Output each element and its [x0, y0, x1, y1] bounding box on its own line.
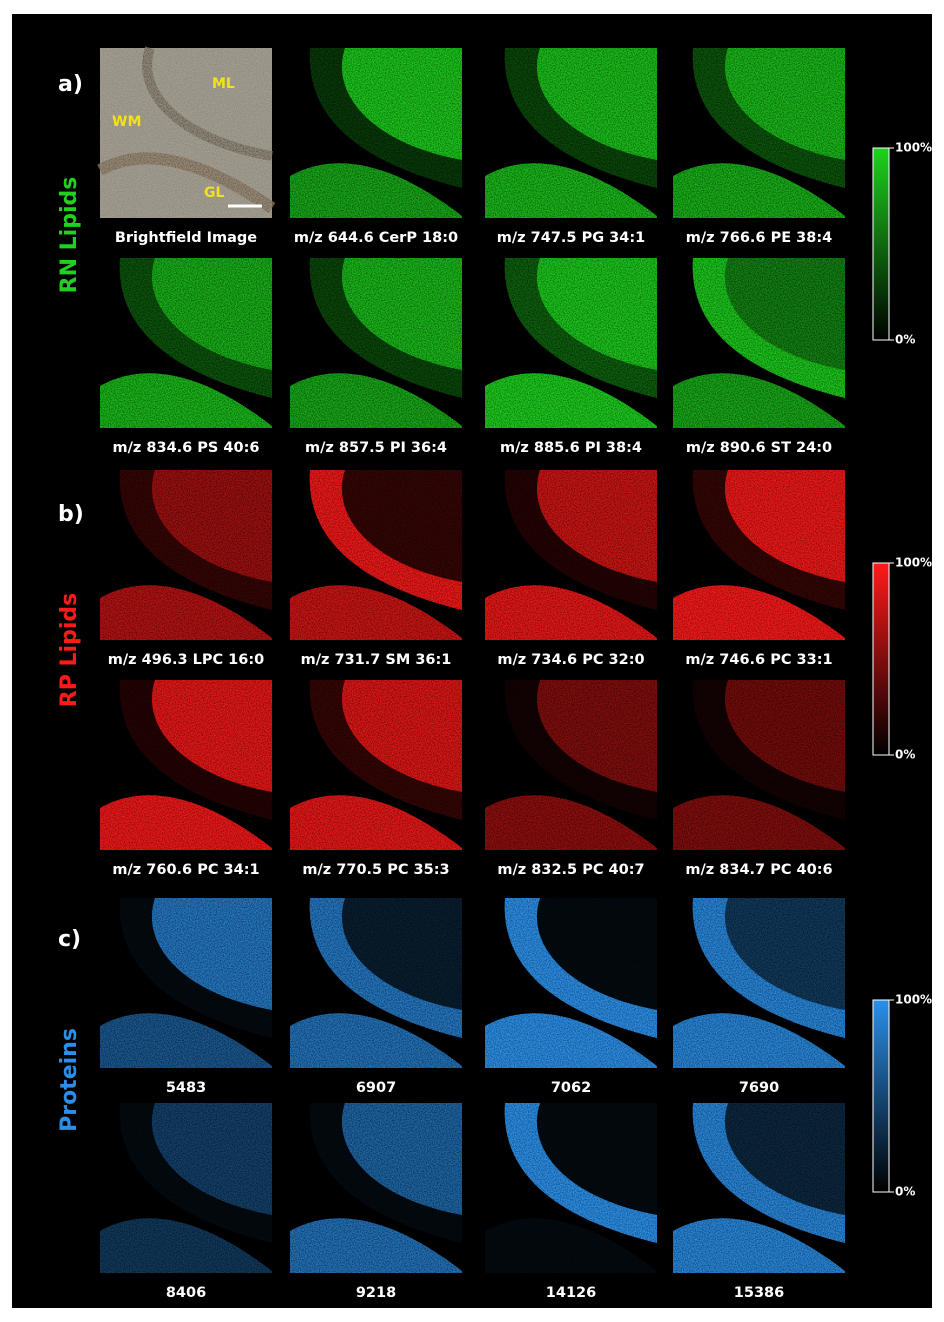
image-tile [100, 1103, 272, 1273]
panel-letter: a) [58, 72, 83, 97]
image-caption: 15386 [734, 1285, 784, 1301]
image-tile [485, 48, 657, 218]
colorbar-max: 100% [895, 141, 932, 155]
image-caption: 6907 [356, 1080, 396, 1096]
image-tile [673, 470, 845, 640]
colorbar-min: 0% [895, 1185, 915, 1199]
image-caption: m/z 760.6 PC 34:1 [112, 862, 259, 878]
image-tile [673, 48, 845, 218]
image-tile [100, 470, 272, 640]
tissue-texture [100, 48, 272, 218]
region-annotation: GL [204, 185, 224, 201]
panel-letter: c) [58, 927, 81, 952]
region-annotation: WM [112, 114, 141, 130]
panel-label: RN Lipids [57, 177, 82, 294]
image-caption: m/z 885.6 PI 38:4 [500, 440, 642, 456]
image-tile [100, 680, 272, 850]
page: {"panels": [ {"letter": "a)", "label": "… [0, 0, 944, 1322]
panel-label: RP Lipids [57, 593, 82, 707]
colorbar [873, 563, 889, 755]
region-annotation: ML [212, 76, 235, 92]
image-tile [673, 680, 845, 850]
image-tile: ML WM GL [100, 48, 272, 218]
image-caption: 9218 [356, 1285, 396, 1301]
colorbar [873, 1000, 889, 1192]
image-tile [673, 1103, 845, 1273]
image-tile [485, 1103, 657, 1273]
image-caption: 14126 [546, 1285, 596, 1301]
figure: a) RN Lipids ML WM GL Brightfield Image m/z 64… [0, 0, 944, 1322]
image-tile [673, 258, 845, 428]
image-caption: m/z 644.6 CerP 18:0 [294, 230, 458, 246]
image-caption: m/z 731.7 SM 36:1 [301, 652, 452, 668]
image-tile [100, 258, 272, 428]
image-caption: 5483 [166, 1080, 206, 1096]
image-caption: m/z 770.5 PC 35:3 [302, 862, 449, 878]
panel-letter: b) [58, 502, 84, 527]
colorbar-max: 100% [895, 993, 932, 1007]
image-tile [290, 470, 462, 640]
image-caption: m/z 834.7 PC 40:6 [685, 862, 832, 878]
image-caption: 7690 [739, 1080, 779, 1096]
image-tile [290, 258, 462, 428]
image-caption: m/z 746.6 PC 33:1 [685, 652, 832, 668]
image-tile [673, 898, 845, 1068]
image-tile [290, 1103, 462, 1273]
image-tile [290, 898, 462, 1068]
image-caption: m/z 496.3 LPC 16:0 [108, 652, 264, 668]
image-caption: m/z 766.6 PE 38:4 [686, 230, 832, 246]
image-tile [485, 680, 657, 850]
image-caption: m/z 832.5 PC 40:7 [497, 862, 644, 878]
image-tile [290, 680, 462, 850]
image-tile [100, 898, 272, 1068]
colorbar [873, 148, 889, 340]
image-caption: m/z 734.6 PC 32:0 [497, 652, 644, 668]
colorbar-min: 0% [895, 333, 915, 347]
image-caption: m/z 834.6 PS 40:6 [113, 440, 260, 456]
image-caption: Brightfield Image [115, 230, 257, 246]
colorbar-min: 0% [895, 748, 915, 762]
panel-label: Proteins [57, 1028, 82, 1132]
image-caption: m/z 857.5 PI 36:4 [305, 440, 447, 456]
image-caption: 7062 [551, 1080, 591, 1096]
colorbar-max: 100% [895, 556, 932, 570]
image-caption: m/z 747.5 PG 34:1 [497, 230, 645, 246]
image-caption: m/z 890.6 ST 24:0 [686, 440, 832, 456]
image-tile [485, 470, 657, 640]
image-tile [485, 898, 657, 1068]
image-tile [290, 48, 462, 218]
image-tile [485, 258, 657, 428]
image-caption: 8406 [166, 1285, 206, 1301]
